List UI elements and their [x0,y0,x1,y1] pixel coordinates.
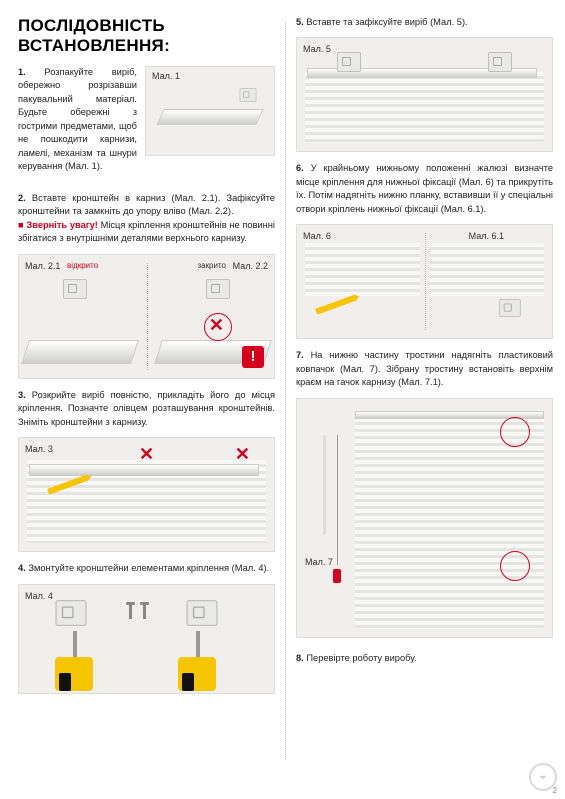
fig6-divider [425,233,426,330]
figure-4: Мал. 4 [18,584,275,694]
figure-4-label: Мал. 4 [25,591,53,601]
fig7-wand [323,435,326,535]
step-2-text: 2. Вставте кронштейн в карниз (Мал. 2.1)… [18,192,275,246]
label-closed: закрито [197,261,226,270]
step-3-text: 3. Розкрийте виріб повністю, прикладіть … [18,389,275,429]
figure-5: Мал. 5 [296,37,553,152]
step-3-body: Розкрийте виріб повністю, прикладіть йог… [18,390,275,427]
figure-2-1-label: Мал. 2.1 [25,261,60,271]
step-7-num: 7. [296,350,304,360]
step-8-num: 8. [296,653,304,663]
step-2-body: Вставте кронштейн в карниз (Мал. 2.1). З… [18,193,275,216]
figure-1: Мал. 1 [145,66,275,156]
fig6-pencil [315,296,355,315]
drill-icon [55,631,101,691]
figure-7-1-label: Мал. 7 [305,557,333,567]
fig3-x-2: ✕ [235,444,250,465]
figure-1-label: Мал. 1 [152,71,180,81]
fig4-bracket-2 [186,600,217,626]
step-5-text: 5. Вставте та зафіксуйте виріб (Мал. 5). [296,16,553,29]
step-8-body: Перевірте роботу виробу. [306,653,416,663]
step-2-num: 2. [18,193,26,203]
alert-icon: ! [242,346,264,368]
drill-icon-2 [178,631,224,691]
step-7-body: На нижню частину тростини надягніть плас… [296,350,553,387]
label-open: відкрито [67,261,98,270]
fig6-bracket [499,299,521,317]
fig1-bracket [240,88,257,102]
fig2-divider [147,263,148,370]
fig1-rail [156,109,263,125]
figure-3: Мал. 3 ✕ ✕ [18,437,275,552]
fig3-rail [29,464,259,476]
page: ПОСЛІДОВНІСТЬ ВСТАНОВЛЕННЯ: 1. Розпакуйт… [0,0,565,799]
step-1-num: 1. [18,67,26,77]
step-5-num: 5. [296,17,304,27]
figure-6-1-label: Мал. 6 [303,231,331,241]
page-title: ПОСЛІДОВНІСТЬ ВСТАНОВЛЕННЯ: [18,16,275,56]
figure-7: Мал. 7 Мал. 7.1 [296,398,553,638]
fig2-bracket-left [63,279,87,299]
figure-6: Мал. 6 Мал. 6.1 [296,224,553,339]
fig6-blinds-left [305,243,420,296]
step-4-num: 4. [18,563,26,573]
fig2-x-mark: ✕ [209,315,224,336]
fig2-bracket-right [206,279,230,299]
left-column: ПОСЛІДОВНІСТЬ ВСТАНОВЛЕННЯ: 1. Розпакуйт… [18,16,285,789]
fig7-cord [337,435,338,565]
figure-5-label: Мал. 5 [303,44,331,54]
step-4-body: Змонтуйте кронштейни елементами кріпленн… [28,563,269,573]
figure-3-label: Мал. 3 [25,444,53,454]
fig4-screw-1 [129,605,132,619]
fig7-circle-1 [500,417,530,447]
figure-2: Мал. 2.1 Мал. 2.2 відкрито закрито ✕ ! [18,254,275,379]
fig2-rail-left [21,340,139,364]
step-3-num: 3. [18,390,26,400]
step-7-text: 7. На нижню частину тростини надягніть п… [296,349,553,389]
fig6-blinds-right [429,243,544,296]
step-6-num: 6. [296,163,304,173]
step-1-body: Розпакуйте виріб, обережно розрізавши па… [18,67,137,171]
step-5-body: Вставте та зафіксуйте виріб (Мал. 5). [306,17,467,27]
step-1-text: 1. Розпакуйте виріб, обережно розрізавши… [18,66,137,174]
step-8-text: 8. Перевірте роботу виробу. [296,652,553,665]
fig7-tassel [333,569,341,583]
step-6-text: 6. У крайньому нижньому положенні жалюзі… [296,162,553,216]
fig5-bracket-1 [337,52,361,72]
fig4-bracket-1 [55,600,86,626]
step-2-warn-label: Зверніть увагу! [26,220,98,230]
figure-6-2-label: Мал. 6.1 [469,231,504,241]
fig7-circle-2 [500,551,530,581]
fig5-blinds [305,72,544,143]
fig5-bracket-2 [488,52,512,72]
fig4-screw-2 [143,605,146,619]
step-6-body: У крайньому нижньому положенні жалюзі ви… [296,163,553,213]
fig3-x-1: ✕ [139,444,154,465]
step-4-text: 4. Змонтуйте кронштейни елементами кріпл… [18,562,275,575]
step-1: 1. Розпакуйте виріб, обережно розрізавши… [18,66,275,182]
right-column: 5. Вставте та зафіксуйте виріб (Мал. 5).… [286,16,553,789]
page-number: 2 [553,786,557,795]
figure-2-2-label: Мал. 2.2 [233,261,268,271]
